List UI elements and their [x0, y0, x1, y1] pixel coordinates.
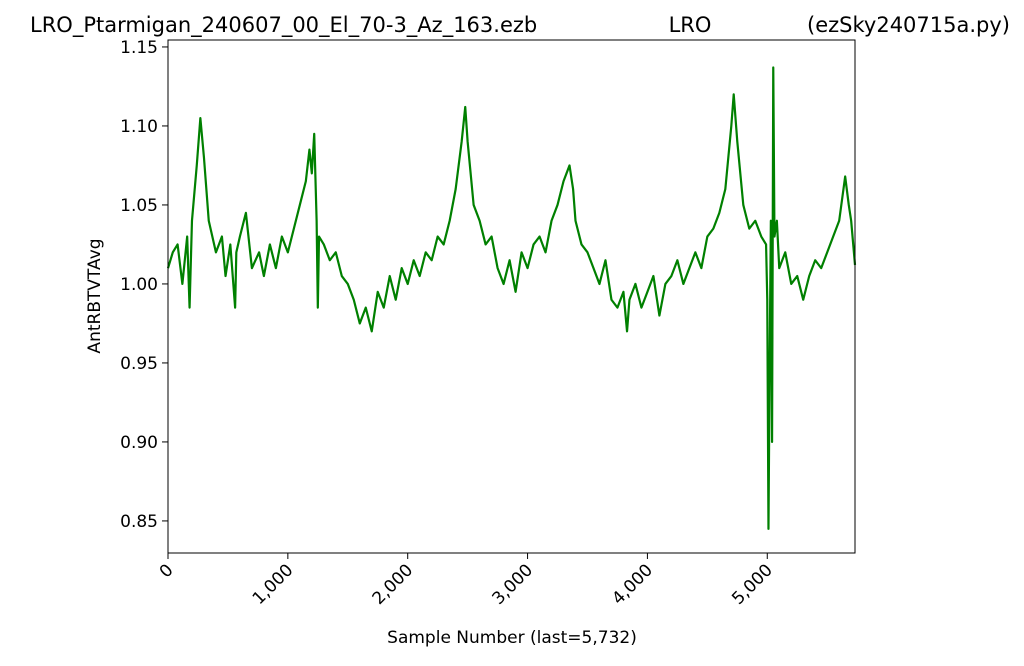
x-tick-label: 0	[156, 560, 178, 582]
y-tick-label: 1.15	[120, 38, 158, 58]
plot-frame	[167, 39, 856, 554]
site-label: LRO	[669, 13, 712, 37]
y-tick-label: 0.95	[120, 354, 158, 374]
y-tick-label: 1.10	[120, 117, 158, 137]
y-tick-label: 0.85	[120, 512, 158, 532]
x-tick-label: 2,000	[369, 560, 418, 609]
y-tick-label: 1.00	[120, 275, 158, 295]
x-axis-label: Sample Number (last=5,732)	[387, 628, 637, 648]
x-tick-label: 3,000	[489, 560, 538, 609]
y-tick-label: 0.90	[120, 433, 158, 453]
data-line	[166, 66, 857, 530]
x-tick-label: 4,000	[608, 560, 657, 609]
x-tick-label: 1,000	[249, 560, 298, 609]
program-label: (ezSky240715a.py)	[807, 13, 1010, 37]
x-tick-label: 5,000	[728, 560, 777, 609]
y-axis-label: AntRBTVTAvg	[85, 238, 105, 353]
chart-title: LRO_Ptarmigan_240607_00_El_70-3_Az_163.e…	[30, 13, 537, 38]
y-tick-label: 1.05	[120, 196, 158, 216]
